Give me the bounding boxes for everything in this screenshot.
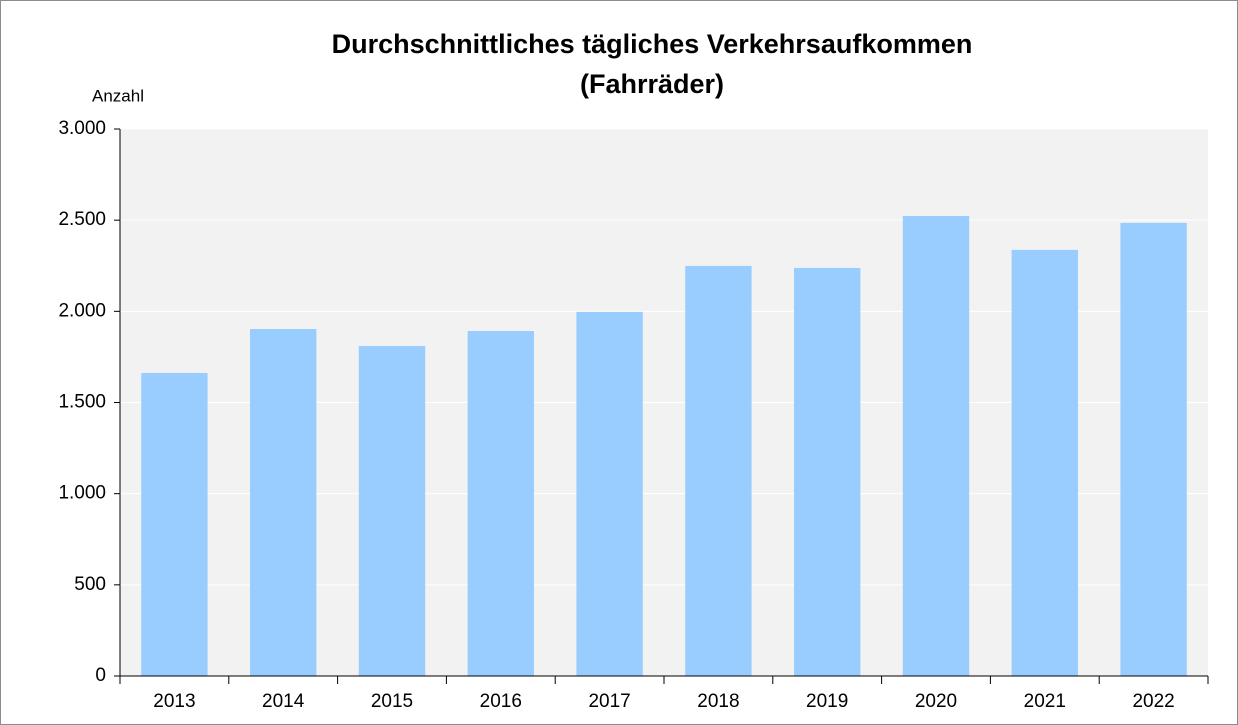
x-tick-label: 2015 (371, 691, 413, 712)
y-tick-label: 3.000 (58, 118, 106, 139)
x-tick-label: 2016 (480, 691, 522, 712)
bar (250, 329, 317, 676)
bar (141, 372, 208, 676)
x-tick-label: 2017 (588, 691, 630, 712)
bar (794, 267, 861, 676)
y-axis-label: Anzahl (92, 86, 144, 105)
bar (902, 215, 970, 676)
bar (1011, 249, 1078, 676)
y-tick-label: 2.500 (58, 209, 106, 230)
bar (358, 345, 426, 676)
y-tick-label: 1.500 (58, 392, 106, 413)
chart-title: Durchschnittliches tägliches Verkehrsauf… (332, 29, 973, 59)
x-tick-label: 2014 (262, 691, 305, 712)
chart-title: (Fahrräder) (580, 69, 724, 99)
bar (467, 331, 534, 676)
x-tick-label: 2022 (1132, 691, 1174, 712)
x-tick-label: 2018 (697, 691, 739, 712)
x-tick-label: 2013 (153, 691, 195, 712)
y-tick-label: 1.000 (58, 483, 106, 504)
x-tick-label: 2019 (806, 691, 848, 712)
y-tick-label: 0 (95, 665, 106, 686)
y-tick-label: 2.000 (58, 300, 106, 321)
bar (685, 265, 752, 676)
x-tick-label: 2021 (1024, 691, 1066, 712)
x-tick-label: 2020 (915, 691, 957, 712)
bar (1120, 222, 1187, 676)
y-tick-label: 500 (74, 574, 106, 595)
bar (576, 311, 643, 676)
